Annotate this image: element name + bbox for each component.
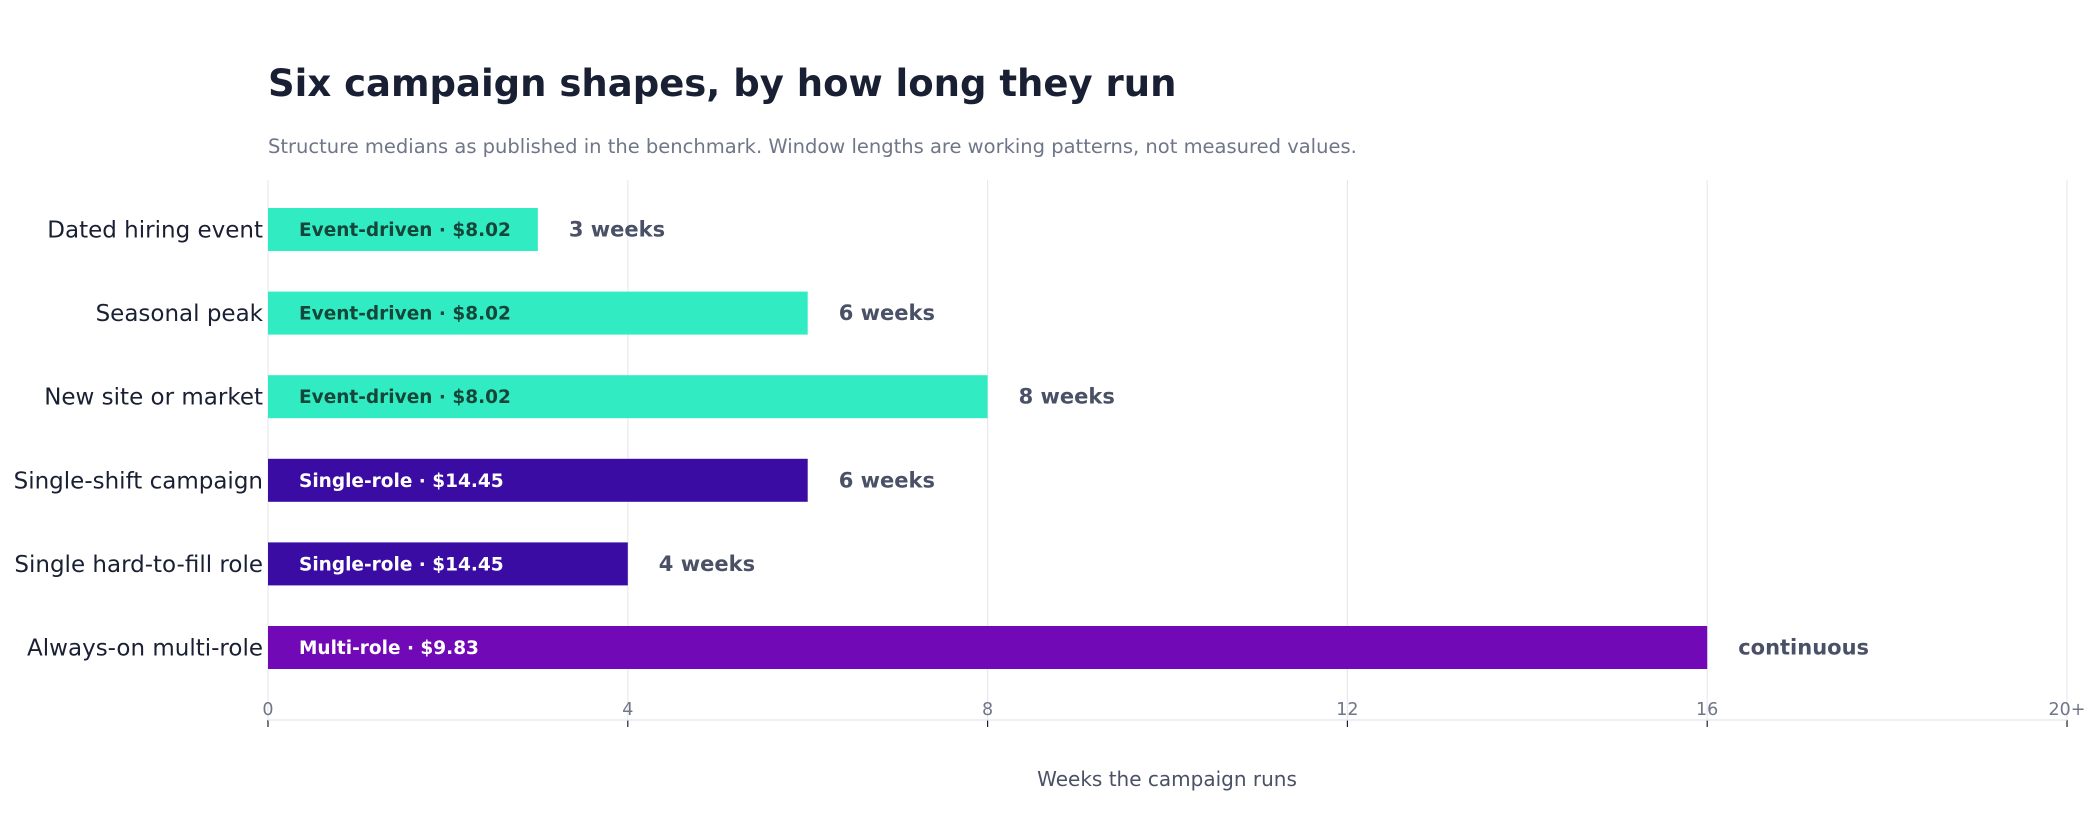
category-label: Single hard-to-fill role <box>14 552 263 578</box>
x-tick-label: 4 <box>622 700 633 720</box>
x-axis-title: Weeks the campaign runs <box>1037 767 1297 791</box>
bar-inside-label: Multi-role · $9.83 <box>299 638 479 659</box>
category-label: Dated hiring event <box>47 218 263 244</box>
bar-end-label: 4 weeks <box>659 552 755 576</box>
bar-inside-label: Single-role · $14.45 <box>299 471 504 492</box>
bar <box>268 626 1708 669</box>
bars: Dated hiring event Event-driven · $8.02 3 … <box>14 208 1869 669</box>
bar-end-label: 6 weeks <box>839 301 935 325</box>
bar <box>268 208 538 251</box>
bar-end-label: continuous <box>1738 636 1869 660</box>
bar <box>268 458 808 502</box>
chart-subtitle: Structure medians as published in the be… <box>268 135 1357 158</box>
bar-inside-label: Single-role · $14.45 <box>299 554 504 575</box>
bar-end-label: 6 weeks <box>839 468 935 492</box>
bar-inside-label: Event-driven · $8.02 <box>299 304 511 325</box>
bar-end-label: 8 weeks <box>1019 385 1115 409</box>
x-axis: 0 4 8 12 16 20+ <box>262 700 2085 727</box>
category-label: Single-shift campaign <box>14 468 263 494</box>
bar <box>268 291 808 335</box>
x-tick-label: 8 <box>982 700 993 720</box>
category-label: Seasonal peak <box>96 301 264 327</box>
category-label: New site or market <box>44 385 263 411</box>
x-tick-label: 0 <box>262 700 273 720</box>
x-tick-label: 16 <box>1696 700 1718 720</box>
bar <box>268 375 988 419</box>
bar-end-label: 3 weeks <box>569 218 665 242</box>
x-tick-label: 20+ <box>2049 700 2086 720</box>
chart-title: Six campaign shapes, by how long they ru… <box>268 62 1177 105</box>
x-tick-label: 12 <box>1336 700 1358 720</box>
bar-inside-label: Event-driven · $8.02 <box>299 220 511 241</box>
bar-inside-label: Event-driven · $8.02 <box>299 387 511 408</box>
category-label: Always-on multi-role <box>27 636 263 662</box>
bar <box>268 542 628 586</box>
